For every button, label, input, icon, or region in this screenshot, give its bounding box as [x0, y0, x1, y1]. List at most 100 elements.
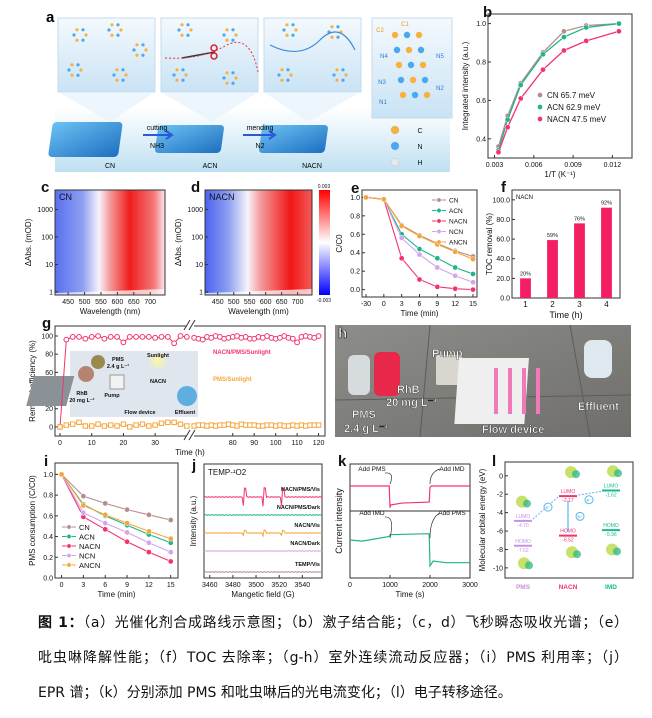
data-point-ACN	[561, 34, 567, 40]
y-axis-label: ΔAbs. (mOD)	[24, 218, 33, 266]
y-tick-label: -2	[497, 492, 503, 499]
arrow-icon	[143, 130, 277, 140]
data-point-ANCN	[281, 423, 287, 429]
data-point-NACN	[124, 538, 130, 545]
x-axis-label: Time (h)	[549, 310, 582, 320]
x-tick-label: 1000	[382, 582, 398, 589]
y-tick-label: 0.0	[500, 296, 510, 303]
y-tick-label: 20.0	[496, 276, 510, 283]
rhb-concentration: 20 mg L⁻¹	[386, 397, 437, 409]
legend-marker-ANCN	[436, 239, 442, 245]
legend-marker-ACN	[66, 534, 72, 539]
epr-trace-label: NACN/Dark	[290, 541, 321, 547]
data-point-NACN	[616, 28, 622, 35]
series-line-NACN	[61, 474, 171, 562]
x-tick-label: 600	[260, 299, 272, 306]
y-tick-label: 0.6	[476, 98, 486, 105]
panel-label-h: h	[338, 325, 347, 342]
series-label: NACN/PMS/Sunlight	[213, 350, 271, 356]
atom	[336, 35, 340, 39]
x-tick-label: 0.003	[486, 162, 504, 169]
stage-nacn: NACN	[302, 163, 322, 170]
x-tick-label: 9	[435, 301, 439, 308]
y-tick-label: 10	[195, 262, 203, 269]
legend-label-NCN: NCN	[449, 229, 463, 236]
data-point-ANCN	[315, 422, 322, 428]
atom	[407, 61, 415, 69]
y-tick-label: 1	[199, 290, 203, 297]
x-tick-label: 0	[60, 582, 64, 589]
inset-device-label: Flow device	[124, 410, 155, 416]
atom	[409, 76, 417, 84]
data-point-NACN	[139, 334, 146, 340]
annotation-label: Add IMD	[439, 466, 465, 473]
data-point-ACN	[434, 255, 441, 262]
panel-a-synthesis-schematic: a cutting NH3 mending N2 CN ACN NACN CNH…	[46, 9, 453, 172]
atom	[335, 78, 339, 82]
axes-frame	[54, 189, 166, 296]
series-line-CN	[61, 474, 171, 521]
atom-C-icon	[390, 125, 400, 135]
legend-marker-CN	[66, 524, 72, 530]
floor-background	[55, 108, 450, 172]
atom	[222, 33, 226, 37]
atom-site-label: N5	[436, 54, 444, 60]
y-tick-label: -4	[497, 510, 503, 517]
data-point-ANCN	[311, 422, 317, 428]
data-point-ANCN	[285, 423, 292, 429]
atom	[225, 38, 229, 42]
step1-label: cutting	[147, 125, 168, 132]
axes-frame	[203, 463, 323, 579]
caption-text-1: （a）光催化剂合成路线示意图；（b）激子结合能；（c，d）飞秒瞬态吸收光谱；（e…	[83, 615, 628, 631]
panel-label-i: i	[44, 453, 48, 470]
heptazine-fragments	[67, 23, 348, 85]
atom	[75, 38, 79, 42]
y-tick-label: 0.4	[476, 136, 486, 143]
data-point-NACN	[434, 284, 441, 290]
atom	[177, 28, 181, 32]
charge-carrier-label: e⁻	[587, 498, 593, 503]
data-point-ANCN	[58, 471, 65, 478]
annotation-arrow	[384, 472, 392, 485]
legend-label-NACN: NACN	[449, 219, 468, 226]
annotation-arrow	[384, 516, 392, 539]
atom	[116, 23, 120, 27]
y-tick-label: -6	[497, 529, 503, 536]
atom	[70, 63, 74, 67]
y-tick-label: 0.8	[476, 60, 486, 67]
x-tick-label: 500	[79, 299, 91, 306]
x-tick-label: 10	[88, 440, 96, 447]
nacn-stack	[259, 125, 328, 153]
y-tick-label: 0.4	[43, 534, 53, 541]
bar-1	[520, 278, 531, 298]
photocurrent-trace	[349, 533, 470, 568]
x-tick-label: 3000	[462, 582, 478, 589]
data-point-NACN	[120, 339, 127, 346]
data-point-ANCN	[108, 422, 114, 428]
data-point-ANCN	[82, 423, 89, 429]
pump-label: Pump	[432, 348, 463, 360]
legend-label-NACN: NACN 47.5 meV	[547, 115, 607, 124]
axis-break-mark	[183, 319, 196, 441]
y-tick-label: 0.2	[43, 555, 53, 562]
y-tick-label: 0	[49, 424, 53, 431]
atom-site-label: N1	[379, 100, 387, 106]
x-tick-label: 15	[469, 301, 477, 308]
bar-data-label: 59%	[547, 233, 558, 239]
sunlight-icon	[148, 351, 168, 371]
data-point-CN	[561, 28, 567, 35]
data-point-ANCN	[120, 421, 127, 427]
panel-h-outdoor-photo: h Pump RhB 20 mg L⁻¹ PMS 2.4 g L⁻¹ Flow …	[334, 325, 632, 438]
x-tick-label: 3	[577, 300, 582, 309]
flow-device	[454, 358, 529, 424]
data-point-ACN	[540, 51, 546, 58]
data-point-NACN	[416, 276, 423, 283]
data-point-CN	[80, 493, 87, 500]
figure-caption: 图 1：（a）光催化剂合成路线示意图；（b）激子结合能；（c，d）飞秒瞬态吸收光…	[38, 606, 628, 711]
rhb-label: RhB	[397, 384, 420, 396]
cn-stack	[48, 122, 123, 157]
x-axis-label: 1/T (K⁻¹)	[544, 170, 576, 179]
atom	[294, 28, 298, 32]
legend-marker-CN	[436, 197, 442, 203]
atom	[405, 46, 413, 54]
